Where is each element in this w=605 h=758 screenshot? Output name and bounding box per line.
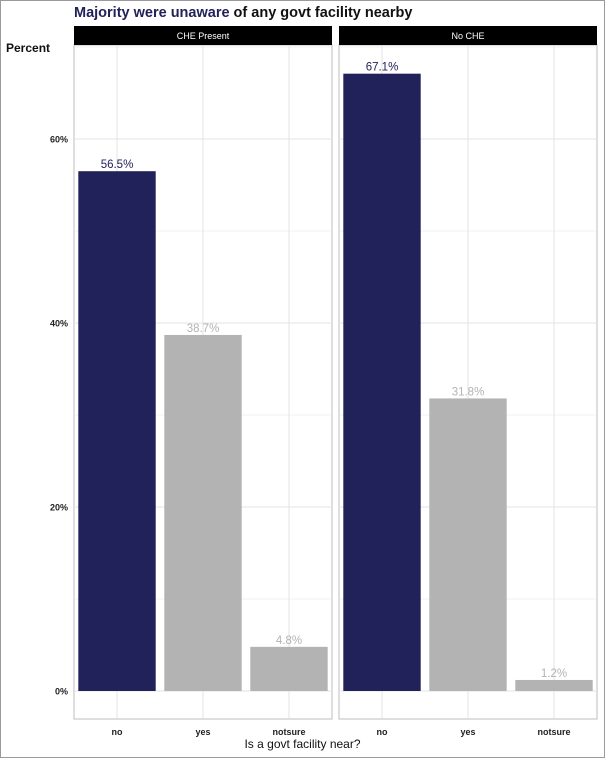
y-tick-label: 40% xyxy=(50,319,68,329)
x-tick-label: no xyxy=(112,727,123,737)
data-label: 56.5% xyxy=(101,159,134,171)
x-axis-label: Is a govt facility near? xyxy=(244,737,361,751)
data-label: 1.2% xyxy=(541,668,567,680)
x-tick-label: yes xyxy=(195,727,210,737)
chart-title: Majority were unaware of any govt facili… xyxy=(74,5,412,21)
bar-notsure xyxy=(515,679,593,691)
panel-0-strip-label: CHE Present xyxy=(177,31,230,41)
x-tick-label: no xyxy=(377,727,388,737)
title-rest: of any govt facility nearby xyxy=(229,5,413,21)
y-tick-label: 0% xyxy=(55,687,68,697)
panel-1-strip-label: No CHE xyxy=(451,31,484,41)
y-axis-label: Percent xyxy=(6,41,51,55)
bar-no xyxy=(78,171,156,691)
x-tick-label: notsure xyxy=(272,727,305,737)
data-label: 67.1% xyxy=(366,62,399,74)
bar-no xyxy=(343,73,421,692)
x-tick-label: notsure xyxy=(537,727,570,737)
panel-1-strip xyxy=(339,26,597,45)
y-tick-label: 60% xyxy=(50,135,68,145)
y-tick-label: 20% xyxy=(50,503,68,513)
data-label: 31.8% xyxy=(452,386,485,398)
data-label: 38.7% xyxy=(187,323,220,335)
bar-notsure xyxy=(250,646,328,691)
data-label: 4.8% xyxy=(276,635,302,647)
title-highlight: Majority were unaware xyxy=(74,5,230,21)
x-tick-label: yes xyxy=(460,727,475,737)
panel-0-strip xyxy=(74,26,332,45)
bar-yes xyxy=(164,334,242,691)
bar-yes xyxy=(429,398,507,691)
